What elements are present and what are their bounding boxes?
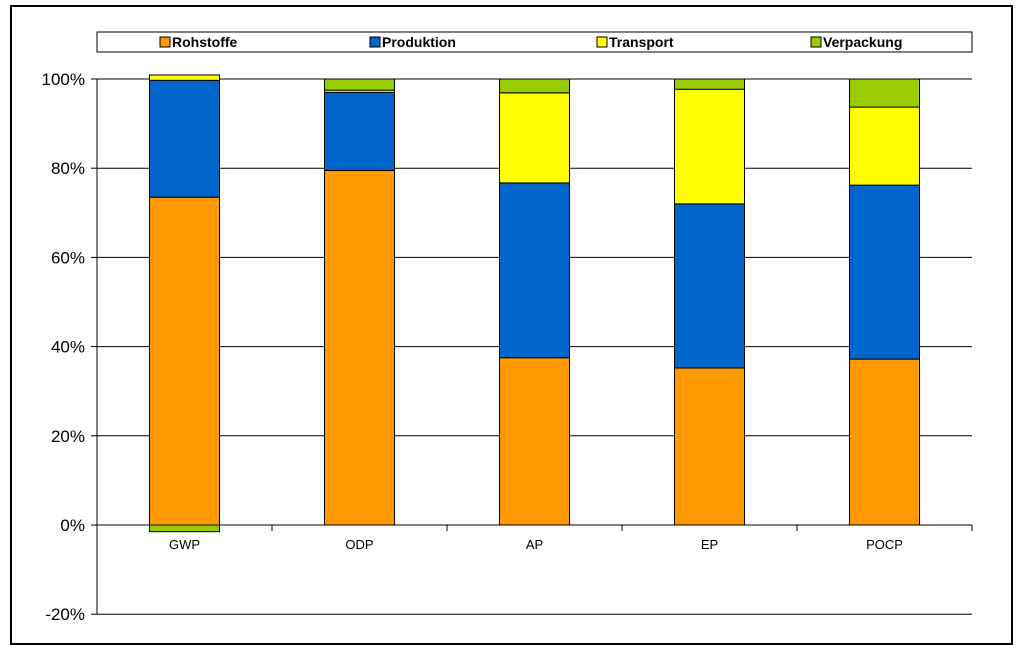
x-tick-label: AP (526, 537, 543, 552)
bar-segment-transport-pocp (849, 106, 920, 186)
bar-segment-verpackung-ap (499, 78, 570, 94)
legend-label-rohstoffe: Rohstoffe (172, 34, 238, 50)
bar-segment-rohstoffe-odp (324, 169, 395, 526)
bar-segment-verpackung-ep (674, 78, 745, 90)
bar-segment-verpackung-gwp (149, 524, 220, 533)
bar-segment-produktion-pocp (849, 184, 920, 360)
legend-swatch-rohstoffe (159, 36, 171, 48)
x-tick-label: EP (701, 537, 718, 552)
y-tick-label: -20% (45, 605, 85, 624)
bar-segment-rohstoffe-ep (674, 367, 745, 526)
y-tick-label: 100% (42, 70, 85, 89)
stacked-bar-chart: -20% 0% 20% 40% 60% 80% 100% GWP ODP AP EP POCP Rohs… (42, 31, 973, 624)
bar-segment-transport-ep (674, 88, 745, 205)
legend-label-transport: Transport (609, 34, 674, 50)
bar-segment-rohstoffe-gwp (149, 196, 220, 526)
bar-segment-rohstoffe-pocp (849, 358, 920, 526)
y-tick-label: 20% (51, 427, 85, 446)
y-tick-label: 0% (60, 516, 85, 535)
y-tick-label: 60% (51, 248, 85, 267)
bar-segment-verpackung-pocp (849, 78, 920, 108)
y-tick-label: 80% (51, 159, 85, 178)
bar-segment-produktion-odp (324, 91, 395, 171)
bar-segment-rohstoffe-ap (499, 357, 570, 526)
x-tick-label: POCP (866, 537, 903, 552)
bar-segment-transport-gwp (149, 74, 220, 81)
y-tick-label: 40% (51, 338, 85, 357)
legend: Rohstoffe Produktion Transport Verpackung (96, 31, 973, 53)
bar-segment-transport-ap (499, 92, 570, 184)
legend-label-produktion: Produktion (382, 34, 456, 50)
legend-label-verpackung: Verpackung (823, 34, 902, 50)
legend-swatch-transport (596, 36, 608, 48)
bar-segment-produktion-gwp (149, 79, 220, 198)
bar-segment-verpackung-odp (324, 78, 395, 91)
legend-swatch-produktion (369, 36, 381, 48)
bar-segment-produktion-ep (674, 203, 745, 369)
bar-segment-produktion-ap (499, 182, 570, 359)
x-tick-label: GWP (169, 537, 200, 552)
x-tick-label: ODP (345, 537, 373, 552)
legend-box (96, 31, 973, 53)
legend-swatch-verpackung (810, 36, 822, 48)
